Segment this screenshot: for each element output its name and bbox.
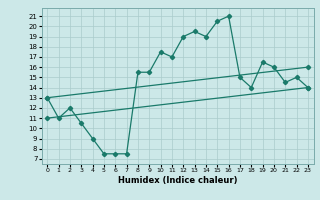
- X-axis label: Humidex (Indice chaleur): Humidex (Indice chaleur): [118, 176, 237, 185]
